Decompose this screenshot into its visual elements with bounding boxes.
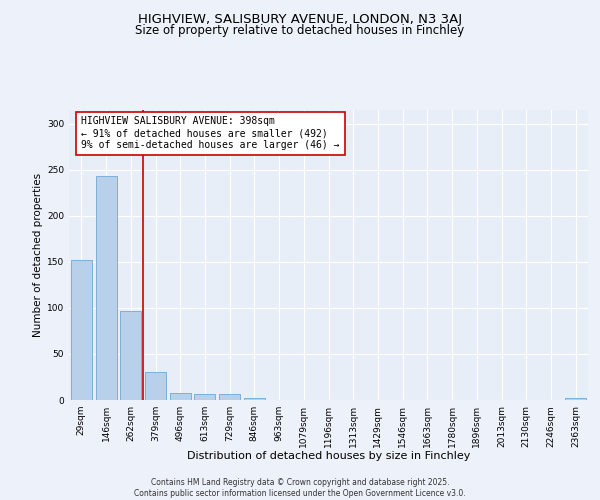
Bar — [194, 394, 215, 400]
Bar — [71, 260, 92, 400]
Bar — [120, 310, 141, 400]
Bar — [170, 392, 191, 400]
Bar — [95, 176, 116, 400]
Text: HIGHVIEW SALISBURY AVENUE: 398sqm
← 91% of detached houses are smaller (492)
9% : HIGHVIEW SALISBURY AVENUE: 398sqm ← 91% … — [82, 116, 340, 150]
Text: Size of property relative to detached houses in Finchley: Size of property relative to detached ho… — [136, 24, 464, 37]
Text: HIGHVIEW, SALISBURY AVENUE, LONDON, N3 3AJ: HIGHVIEW, SALISBURY AVENUE, LONDON, N3 3… — [138, 12, 462, 26]
Text: Contains HM Land Registry data © Crown copyright and database right 2025.
Contai: Contains HM Land Registry data © Crown c… — [134, 478, 466, 498]
Bar — [244, 398, 265, 400]
Bar — [565, 398, 586, 400]
Bar — [145, 372, 166, 400]
X-axis label: Distribution of detached houses by size in Finchley: Distribution of detached houses by size … — [187, 451, 470, 461]
Bar — [219, 394, 240, 400]
Y-axis label: Number of detached properties: Number of detached properties — [33, 173, 43, 337]
